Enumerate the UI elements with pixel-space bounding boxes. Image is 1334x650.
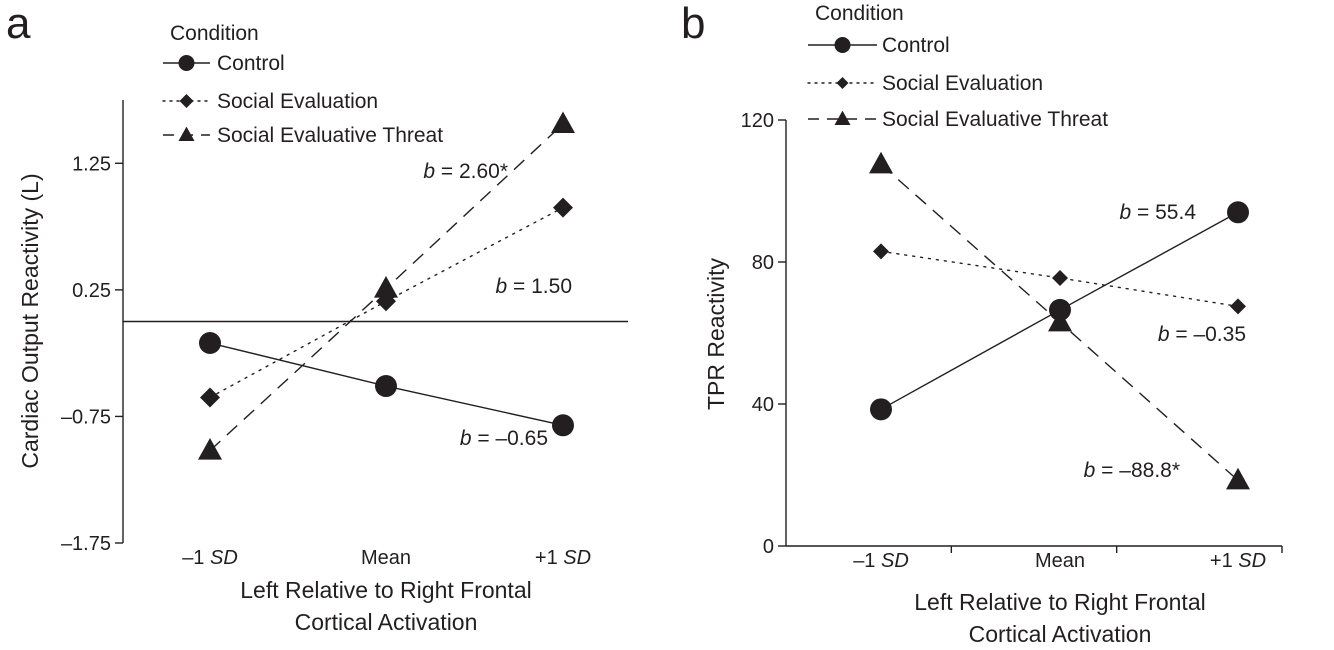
legend-marker-diamond (836, 77, 849, 89)
legend-entry: Social Evaluative Threat (882, 108, 1108, 131)
panel-a-series-social-evaluative-threat (198, 111, 575, 460)
panel-a-slope-label: b = 2.60* (423, 160, 508, 183)
data-point-triangle (198, 438, 222, 460)
data-point-triangle (374, 275, 398, 298)
panel-a-x-axis-title: Cortical Activation (295, 609, 478, 635)
panel-a-x-tick-label: Mean (361, 547, 411, 569)
panel-b-y-tick-label: 120 (741, 110, 774, 132)
panel-b-letter: b (681, 0, 705, 48)
legend-entry: Social Evaluation (882, 72, 1043, 95)
panel-b-x-tick-label: –1 SD (853, 550, 909, 572)
panel-b-y-tick-label: 80 (752, 252, 774, 274)
data-point-diamond (200, 387, 220, 408)
legend-title: Condition (170, 22, 259, 45)
panel-b-slope-label: b = –0.35 (1158, 323, 1246, 346)
data-point-diamond (1230, 298, 1246, 315)
panel-b-y-tick-label: 0 (763, 536, 774, 558)
data-point-triangle (1226, 467, 1250, 490)
panel-a-y-tick-label: –0.75 (61, 406, 111, 428)
panel-b-x-axis-title: Cortical Activation (969, 621, 1152, 647)
panel-a-x-tick-label: –1 SD (182, 547, 238, 569)
panel-b-y-tick-label: 40 (752, 394, 774, 416)
panel-a-y-axis-title: Cardiac Output Reactivity (L) (17, 173, 43, 468)
legend-entry: Social Evaluative Threat (217, 124, 443, 147)
data-point-circle (1227, 201, 1249, 224)
legend-entry: Control (217, 52, 285, 75)
legend-marker-diamond (179, 94, 194, 108)
data-point-circle (375, 375, 397, 398)
panel-b-slope-label: b = –88.8* (1084, 459, 1180, 482)
data-point-triangle (551, 111, 575, 134)
panel-b-x-axis-title: Left Relative to Right Frontal (914, 589, 1205, 615)
panel-a-y-tick-label: 0.25 (72, 280, 111, 302)
data-point-diamond (1052, 269, 1068, 286)
panel-a-y-tick-label: 1.25 (72, 153, 111, 175)
legend-marker-circle (178, 55, 195, 71)
data-point-circle (552, 414, 574, 437)
legend-entry: Control (882, 34, 950, 57)
panel-a-x-axis-title: Left Relative to Right Frontal (240, 577, 531, 603)
panel-a-series-control (199, 332, 574, 437)
panel-b-series-social-evaluation (873, 243, 1246, 315)
panel-a-y-tick-label: –1.75 (61, 533, 111, 555)
legend-marker-circle (834, 37, 851, 53)
panel-a-x-tick-label: +1 SD (535, 547, 591, 569)
panel-a-legend: Condition Control Social Evaluation Social … (162, 22, 443, 147)
data-point-diamond (873, 243, 889, 260)
panel-a-slope-label: b = 1.50 (496, 275, 573, 298)
data-point-diamond (553, 197, 573, 218)
panel-b-slope-label: b = 55.4 (1120, 201, 1197, 224)
panel-a-slope-label: b = –0.65 (460, 427, 548, 450)
panel-b-legend: Condition Control Social Evaluation Social … (807, 2, 1108, 131)
legend-marker-triangle (178, 126, 195, 141)
data-point-triangle (869, 151, 893, 174)
legend-marker-triangle (834, 110, 851, 125)
panel-a: a 1.25 0.25 –0.75 –1.75 –1 SD Mean +1 SD Cardiac… (6, 0, 628, 635)
data-point-circle (870, 398, 892, 421)
legend-title: Condition (815, 2, 904, 25)
panel-b-x-tick-label: +1 SD (1210, 550, 1266, 572)
panel-b-x-tick-label: Mean (1035, 550, 1085, 572)
data-point-circle (199, 332, 221, 355)
legend-entry: Social Evaluation (217, 90, 378, 113)
data-point-triangle (1048, 309, 1072, 332)
panel-b-y-axis-title: TPR Reactivity (703, 257, 729, 410)
panel-b: b 0 40 80 120 –1 SD Mean +1 SD TPR Reactivity Lef… (681, 0, 1283, 647)
panel-b-series-social-evaluative-threat (869, 151, 1250, 490)
panel-a-letter: a (6, 0, 31, 48)
